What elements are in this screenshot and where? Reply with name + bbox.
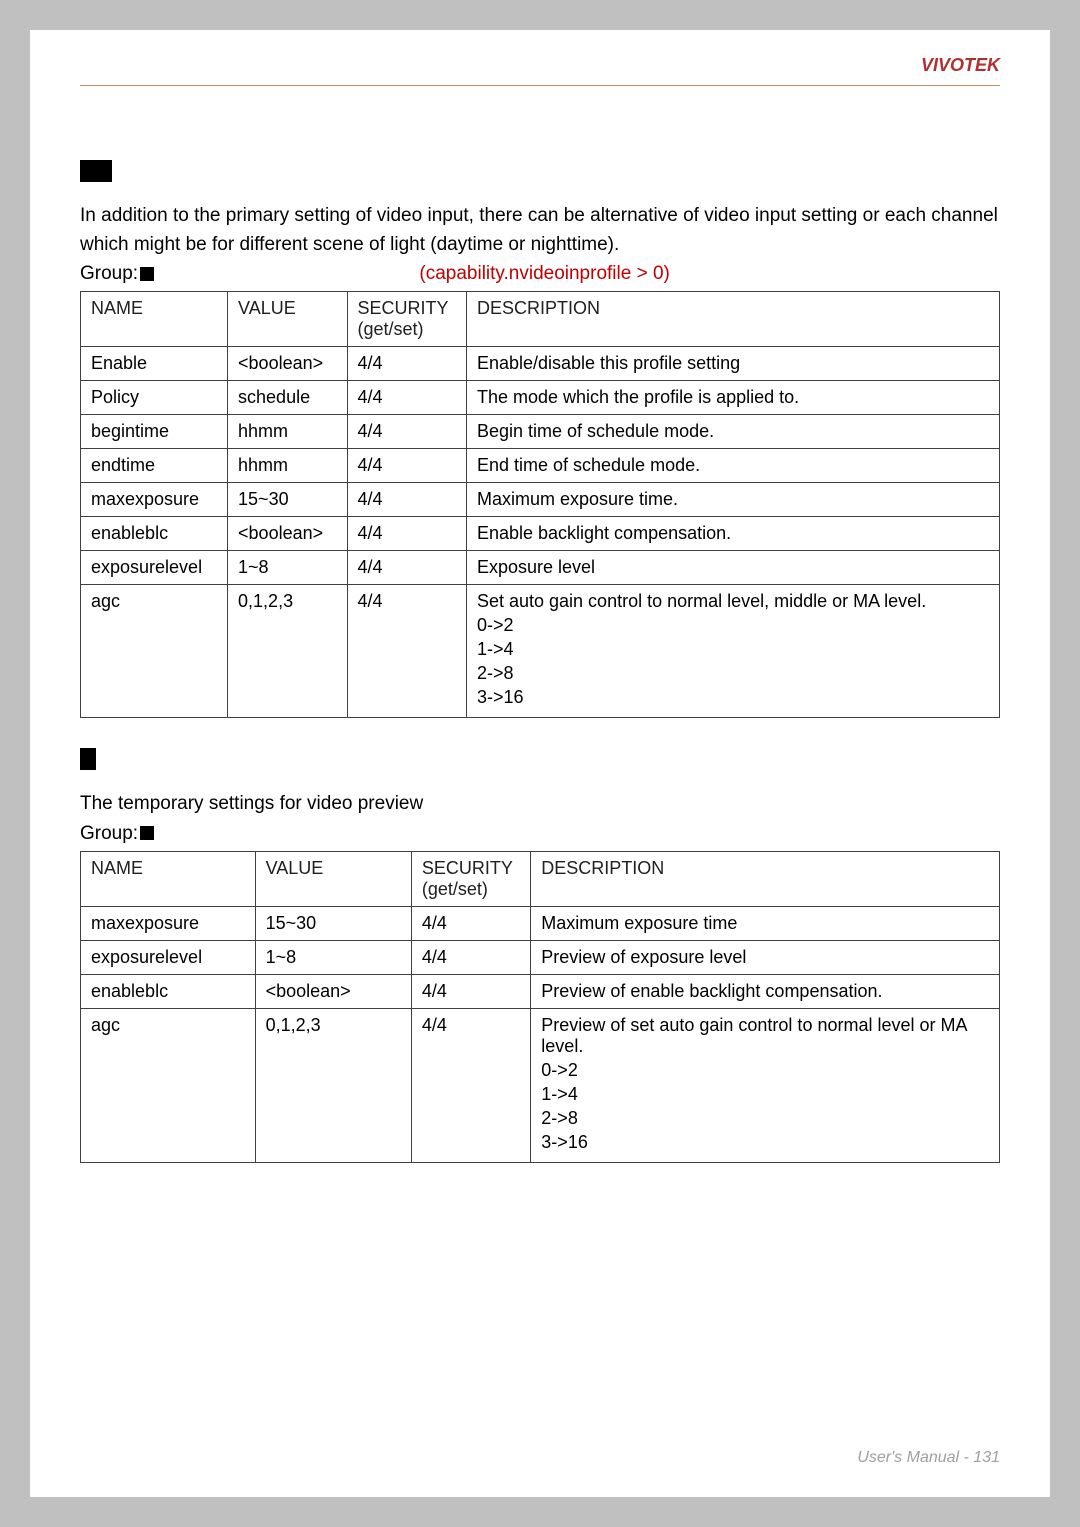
cell-value: <boolean>: [228, 517, 347, 551]
table-2: NAME VALUE SECURITY (get/set) DESCRIPTIO…: [80, 851, 1000, 1163]
cell-description: Begin time of schedule mode.: [466, 415, 999, 449]
th-security: SECURITY (get/set): [347, 292, 466, 347]
cell-name: exposurelevel: [81, 940, 256, 974]
cell-security: 4/4: [411, 906, 530, 940]
cell-name: Policy: [81, 381, 228, 415]
cell-description: Exposure level: [466, 551, 999, 585]
section-marker-1: [80, 160, 1000, 187]
section-marker-2: [80, 748, 1000, 775]
th-security: SECURITY (get/set): [411, 851, 530, 906]
group-line-2: Group:: [80, 823, 1000, 845]
group-line-1: Group: (capability.nvideoinprofile > 0): [80, 263, 1000, 285]
table-row: enableblc<boolean>4/4Enable backlight co…: [81, 517, 1000, 551]
cell-value: hhmm: [228, 449, 347, 483]
table-row: Enable<boolean>4/4Enable/disable this pr…: [81, 347, 1000, 381]
table-header-row: NAME VALUE SECURITY (get/set) DESCRIPTIO…: [81, 851, 1000, 906]
cell-value: 0,1,2,3: [255, 1008, 411, 1162]
cell-name: endtime: [81, 449, 228, 483]
cell-name: exposurelevel: [81, 551, 228, 585]
desc-line: 0->2: [541, 1060, 989, 1081]
cell-description: The mode which the profile is applied to…: [466, 381, 999, 415]
cell-description: Preview of set auto gain control to norm…: [531, 1008, 1000, 1162]
table-1: NAME VALUE SECURITY (get/set) DESCRIPTIO…: [80, 291, 1000, 718]
table-row: maxexposure15~304/4Maximum exposure time…: [81, 483, 1000, 517]
desc-line: 1->4: [477, 639, 989, 660]
cell-security: 4/4: [347, 415, 466, 449]
cell-security: 4/4: [411, 974, 530, 1008]
cell-name: agc: [81, 1008, 256, 1162]
desc-line: 2->8: [477, 663, 989, 684]
cell-value: hhmm: [228, 415, 347, 449]
desc-line: 3->16: [541, 1132, 989, 1153]
cell-security: 4/4: [347, 449, 466, 483]
table-row: maxexposure15~304/4Maximum exposure time: [81, 906, 1000, 940]
capability-text: (capability.nvideoinprofile > 0): [419, 263, 669, 284]
group-label-2: Group:: [80, 823, 138, 844]
section1-paragraph: In addition to the primary setting of vi…: [80, 202, 1000, 259]
cell-description: Enable/disable this profile setting: [466, 347, 999, 381]
cell-value: 15~30: [228, 483, 347, 517]
desc-line: 3->16: [477, 687, 989, 708]
th-description: DESCRIPTION: [531, 851, 1000, 906]
cell-security: 4/4: [347, 483, 466, 517]
cell-security: 4/4: [411, 1008, 530, 1162]
footer-text: User's Manual - 131: [857, 1449, 1000, 1467]
cell-security: 4/4: [347, 585, 466, 718]
cell-security: 4/4: [347, 551, 466, 585]
cell-name: maxexposure: [81, 483, 228, 517]
th-name: NAME: [81, 292, 228, 347]
table-row: Policyschedule4/4The mode which the prof…: [81, 381, 1000, 415]
cell-value: 1~8: [255, 940, 411, 974]
th-description: DESCRIPTION: [466, 292, 999, 347]
cell-description: Preview of exposure level: [531, 940, 1000, 974]
table-row: endtimehhmm4/4End time of schedule mode.: [81, 449, 1000, 483]
th-name: NAME: [81, 851, 256, 906]
header-rule: [80, 85, 1000, 86]
cell-description: Maximum exposure time: [531, 906, 1000, 940]
desc-line: Set auto gain control to normal level, m…: [477, 591, 989, 612]
cell-name: Enable: [81, 347, 228, 381]
th-value: VALUE: [255, 851, 411, 906]
desc-line: Preview of set auto gain control to norm…: [541, 1015, 989, 1057]
desc-line: 0->2: [477, 615, 989, 636]
table-row: agc0,1,2,34/4 Set auto gain control to no…: [81, 585, 1000, 718]
cell-value: 1~8: [228, 551, 347, 585]
cell-value: 15~30: [255, 906, 411, 940]
cell-name: enableblc: [81, 974, 256, 1008]
group-label-1: Group:: [80, 263, 138, 284]
cell-description: Set auto gain control to normal level, m…: [466, 585, 999, 718]
cell-security: 4/4: [347, 381, 466, 415]
table-row: exposurelevel1~84/4Preview of exposure l…: [81, 940, 1000, 974]
cell-value: <boolean>: [255, 974, 411, 1008]
document-page: VIVOTEK In addition to the primary setti…: [30, 30, 1050, 1497]
desc-line: 2->8: [541, 1108, 989, 1129]
brand-label: VIVOTEK: [921, 55, 1000, 76]
group-marker-icon: [140, 826, 154, 840]
cell-description: Enable backlight compensation.: [466, 517, 999, 551]
cell-name: agc: [81, 585, 228, 718]
cell-description: End time of schedule mode.: [466, 449, 999, 483]
cell-description: Maximum exposure time.: [466, 483, 999, 517]
cell-value: 0,1,2,3: [228, 585, 347, 718]
cell-security: 4/4: [411, 940, 530, 974]
cell-name: begintime: [81, 415, 228, 449]
cell-description: Preview of enable backlight compensation…: [531, 974, 1000, 1008]
table-row: enableblc<boolean>4/4Preview of enable b…: [81, 974, 1000, 1008]
cell-value: <boolean>: [228, 347, 347, 381]
section2-paragraph: The temporary settings for video preview: [80, 790, 1000, 819]
table-row: begintimehhmm4/4Begin time of schedule m…: [81, 415, 1000, 449]
table-row: exposurelevel1~84/4Exposure level: [81, 551, 1000, 585]
cell-security: 4/4: [347, 347, 466, 381]
cell-security: 4/4: [347, 517, 466, 551]
group-marker-icon: [140, 267, 154, 281]
cell-name: maxexposure: [81, 906, 256, 940]
desc-line: 1->4: [541, 1084, 989, 1105]
content-area: In addition to the primary setting of vi…: [80, 60, 1000, 1163]
table-header-row: NAME VALUE SECURITY (get/set) DESCRIPTIO…: [81, 292, 1000, 347]
cell-name: enableblc: [81, 517, 228, 551]
table-row: agc0,1,2,34/4 Preview of set auto gain co…: [81, 1008, 1000, 1162]
cell-value: schedule: [228, 381, 347, 415]
th-value: VALUE: [228, 292, 347, 347]
